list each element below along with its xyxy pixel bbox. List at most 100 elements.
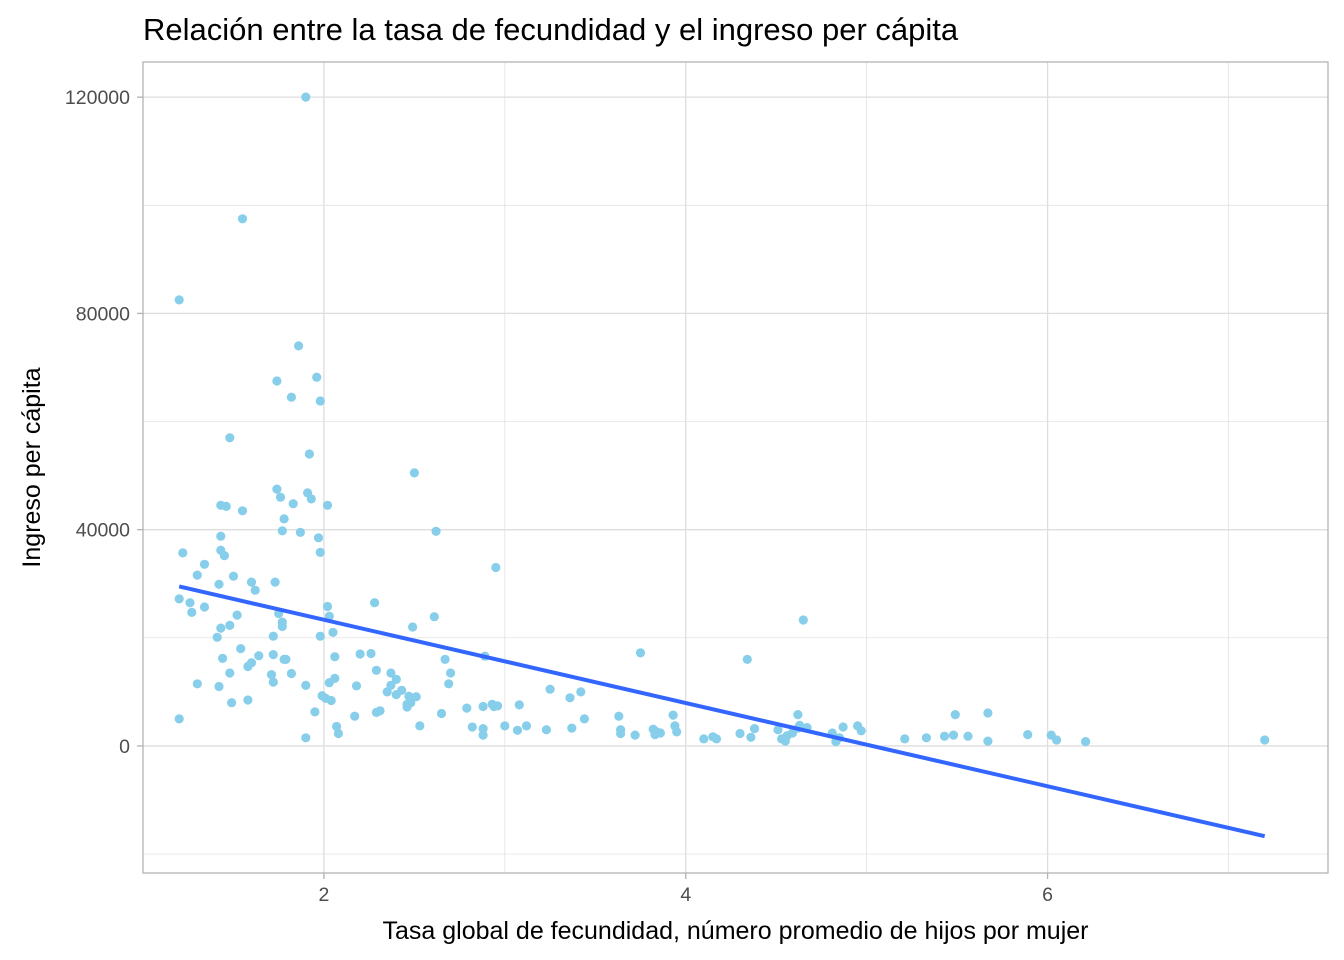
- data-point: [266, 670, 277, 680]
- data-point: [315, 547, 325, 558]
- x-tick-label: 4: [680, 884, 691, 906]
- data-point: [735, 728, 745, 739]
- data-point: [304, 449, 314, 459]
- data-point: [237, 506, 248, 516]
- data-point: [436, 708, 447, 719]
- data-point: [328, 627, 338, 638]
- data-point: [431, 526, 441, 536]
- data-point: [199, 602, 210, 612]
- data-point: [221, 501, 231, 511]
- axis-ticks: [137, 96, 1049, 879]
- data-point: [541, 725, 552, 735]
- data-point: [514, 700, 524, 710]
- data-point: [983, 708, 993, 718]
- data-point: [749, 724, 760, 734]
- data-point: [391, 690, 401, 700]
- data-point: [332, 721, 342, 732]
- data-point: [270, 577, 280, 587]
- data-point: [939, 731, 950, 741]
- x-axis-label: Tasa global de fecundidad, número promed…: [383, 917, 1089, 945]
- data-point: [900, 734, 910, 744]
- data-point: [478, 724, 488, 734]
- data-point: [322, 500, 333, 510]
- data-point: [655, 728, 666, 738]
- y-tick-label: 40000: [76, 520, 130, 542]
- data-point: [462, 703, 472, 713]
- data-point: [742, 654, 752, 665]
- data-point: [237, 214, 248, 224]
- data-point: [1081, 737, 1091, 747]
- data-point: [963, 731, 973, 741]
- data-point: [268, 631, 278, 641]
- data-point: [219, 551, 229, 561]
- data-point: [512, 725, 523, 735]
- data-point: [236, 644, 246, 654]
- data-point: [277, 621, 287, 632]
- chart-title: Relación entre la tasa de fecundidad y e…: [143, 12, 959, 47]
- plot-panel-border: [142, 61, 1329, 874]
- data-point: [402, 702, 412, 712]
- data-point: [178, 548, 188, 558]
- data-point: [444, 679, 454, 689]
- data-point: [411, 692, 421, 702]
- data-point: [467, 722, 477, 732]
- y-axis-label: Ingreso per cápita: [18, 367, 46, 567]
- data-point: [268, 677, 278, 687]
- data-point: [281, 654, 291, 665]
- data-point: [312, 372, 322, 382]
- data-point: [228, 571, 239, 581]
- data-point: [440, 654, 450, 665]
- data-point: [187, 607, 197, 618]
- data-point: [429, 612, 439, 622]
- data-point: [326, 695, 336, 706]
- data-point: [250, 585, 260, 595]
- data-point: [351, 681, 362, 691]
- data-point: [616, 728, 626, 739]
- data-point: [375, 706, 385, 716]
- data-point: [174, 714, 184, 724]
- data-point: [315, 396, 325, 406]
- trend-line-group: [178, 584, 1266, 839]
- data-point: [635, 648, 646, 658]
- data-point: [254, 651, 264, 661]
- data-point: [315, 631, 325, 641]
- data-point: [545, 684, 555, 694]
- data-point: [500, 721, 510, 731]
- data-point: [225, 433, 235, 443]
- data-point: [415, 721, 425, 731]
- data-point: [216, 623, 226, 633]
- data-point: [1023, 730, 1033, 740]
- data-point: [614, 711, 624, 721]
- data-point: [386, 668, 396, 678]
- data-point: [192, 570, 202, 580]
- data-point: [746, 732, 756, 742]
- data-point: [322, 601, 333, 612]
- data-point: [838, 722, 848, 732]
- data-point: [371, 665, 381, 675]
- data-point: [487, 699, 497, 709]
- data-point: [295, 527, 305, 538]
- data-point: [491, 562, 501, 573]
- data-point: [856, 726, 866, 736]
- data-point: [370, 598, 380, 608]
- x-tick-label: 2: [318, 884, 329, 906]
- data-point: [567, 723, 577, 733]
- data-point: [272, 376, 282, 386]
- data-point: [192, 679, 202, 689]
- data-point: [174, 295, 184, 305]
- data-point: [286, 668, 296, 679]
- data-point: [243, 661, 253, 672]
- data-point: [948, 730, 959, 740]
- data-point: [275, 492, 286, 502]
- data-point: [225, 620, 235, 631]
- data-point: [382, 687, 392, 697]
- trend-line: [178, 584, 1266, 839]
- data-point: [699, 734, 709, 744]
- data-point: [272, 484, 282, 494]
- data-point: [672, 727, 682, 737]
- data-point: [950, 710, 960, 720]
- data-point: [1260, 735, 1270, 745]
- data-point: [446, 668, 456, 678]
